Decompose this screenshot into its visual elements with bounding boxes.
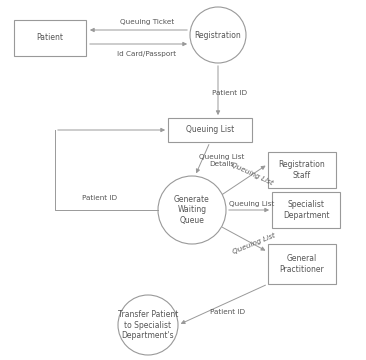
FancyBboxPatch shape (268, 152, 336, 188)
Text: Transfer Patient
to Specialist
Department's: Transfer Patient to Specialist Departmen… (118, 310, 178, 340)
Text: Patient ID: Patient ID (82, 195, 117, 201)
Text: General
Practitioner: General Practitioner (280, 254, 324, 274)
Text: Id Card/Passport: Id Card/Passport (117, 51, 176, 57)
FancyBboxPatch shape (14, 20, 86, 56)
Text: Queuing List
Details: Queuing List Details (199, 153, 245, 166)
FancyBboxPatch shape (272, 192, 340, 228)
Text: Queuing List: Queuing List (229, 201, 275, 207)
Text: Patient ID: Patient ID (212, 90, 247, 96)
FancyBboxPatch shape (168, 118, 252, 142)
Text: Registration: Registration (195, 31, 241, 40)
Circle shape (158, 176, 226, 244)
Circle shape (118, 295, 178, 355)
Text: Registration
Staff: Registration Staff (279, 160, 325, 180)
FancyBboxPatch shape (268, 244, 336, 284)
Circle shape (190, 7, 246, 63)
Text: Specialist
Department: Specialist Department (283, 200, 329, 220)
Text: Generate
Waiting
Queue: Generate Waiting Queue (174, 195, 210, 225)
Text: Patient: Patient (37, 33, 63, 42)
Text: Queuing List: Queuing List (232, 233, 276, 255)
Text: Queuing List: Queuing List (230, 162, 274, 186)
Text: Queuing List: Queuing List (186, 126, 234, 135)
Text: Queuing Ticket: Queuing Ticket (120, 19, 174, 25)
Text: Patient ID: Patient ID (210, 309, 246, 315)
